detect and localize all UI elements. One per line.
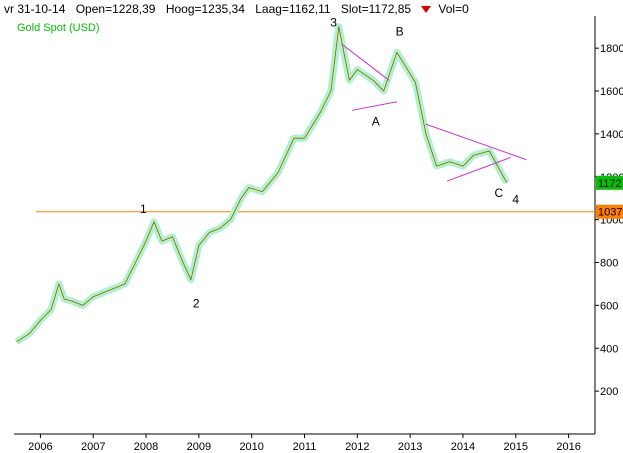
y-tick-label: 800 [600,258,618,270]
x-tick-label: 2007 [81,441,105,453]
header-open: Open=1228,39 [75,2,156,16]
price-label-box [596,204,623,219]
y-tick-label: 1400 [600,129,623,141]
trendline [446,157,511,182]
price-series-highlight [15,25,508,343]
header-low: Laag=1162,11 [255,2,331,16]
wave-label: B [396,24,404,38]
header-date: vr 31-10-14 [4,2,66,16]
x-tick-label: 2016 [556,441,580,453]
price-series-line [16,26,508,343]
y-tick-label: 200 [600,386,618,398]
y-tick-label: 1600 [600,86,623,98]
wave-label: 2 [193,297,200,311]
down-triangle-icon [421,6,432,14]
price-label-text: 1037 [598,207,622,219]
wave-label: 1 [140,202,147,216]
x-tick-label: 2013 [398,441,422,453]
trendline [341,43,390,81]
x-tick-label: 2011 [293,441,317,453]
y-tick-label: 1800 [600,43,623,55]
chart-title: Gold Spot (USD) [17,22,100,34]
x-tick-label: 2010 [239,441,263,453]
x-tick-label: 2014 [451,441,475,453]
x-tick-label: 2009 [187,441,211,453]
wave-label: C [495,186,504,200]
x-tick-label: 2008 [134,441,158,453]
header-high: Hoog=1235,34 [165,2,245,16]
y-tick-label: 400 [600,343,618,355]
price-label-box [596,175,623,190]
trendline [425,123,527,161]
y-tick-label: 600 [600,300,618,312]
x-tick-label: 2012 [345,441,369,453]
trendline [351,101,398,111]
wave-label: 3 [330,16,337,30]
x-tick-label: 2006 [28,441,52,453]
header-close: Slot=1172,85 [340,2,412,16]
price-series-band [14,23,510,345]
wave-label: A [372,114,380,128]
ohlc-header: vr 31-10-14 Open=1228,39 Hoog=1235,34 La… [4,2,476,16]
header-vol: Vol=0 [438,2,469,16]
x-tick-label: 2015 [504,441,528,453]
price-label-text: 1172 [598,178,622,190]
wave-label: 4 [512,193,519,207]
